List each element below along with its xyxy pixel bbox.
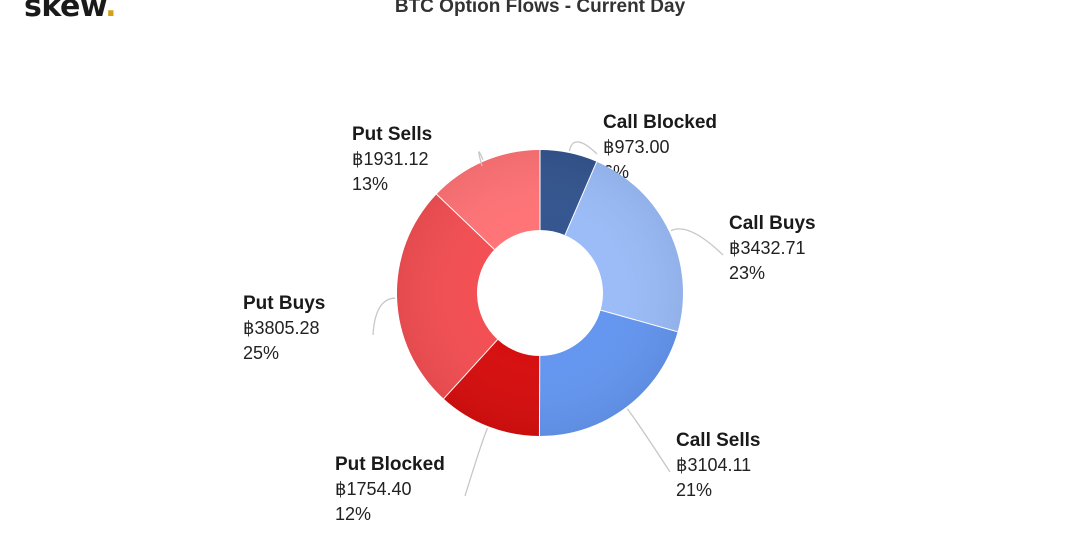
connector-put-blocked bbox=[464, 427, 488, 497]
label-percent-put-blocked: 12% bbox=[335, 504, 371, 524]
label-name-call-buys: Call Buys bbox=[729, 213, 816, 234]
slice-shading-call-buys bbox=[564, 161, 684, 332]
label-percent-put-sells: 13% bbox=[352, 174, 388, 194]
label-value-call-buys: ฿3432.71 bbox=[729, 238, 806, 258]
label-name-put-blocked: Put Blocked bbox=[335, 454, 445, 475]
slice-shading-put-blocked bbox=[443, 339, 540, 436]
skew-logo: skew. bbox=[24, 0, 117, 24]
connector-put-buys bbox=[372, 297, 396, 336]
label-percent-call-sells: 21% bbox=[676, 480, 712, 500]
label-value-put-sells: ฿1931.12 bbox=[352, 149, 429, 169]
slice-separator bbox=[436, 193, 495, 250]
label-name-call-blocked: Call Blocked bbox=[603, 112, 717, 133]
slice-shading-put-buys bbox=[397, 194, 498, 399]
label-percent-put-buys: 25% bbox=[243, 343, 279, 363]
slice-shading-call-blocked bbox=[540, 150, 597, 236]
connector-call-buys bbox=[670, 228, 724, 256]
label-value-put-blocked: ฿1754.40 bbox=[335, 479, 412, 499]
slice-separator bbox=[443, 339, 498, 400]
label-percent-call-buys: 23% bbox=[729, 263, 765, 283]
label-name-call-sells: Call Sells bbox=[676, 430, 761, 451]
label-value-call-sells: ฿3104.11 bbox=[676, 455, 751, 475]
slice-separator bbox=[600, 309, 678, 333]
slice-shading-put-sells bbox=[436, 150, 540, 250]
slice-separator bbox=[564, 161, 598, 236]
slice-shading-call-sells bbox=[539, 310, 678, 436]
label-value-put-buys: ฿3805.28 bbox=[243, 318, 320, 338]
label-name-put-buys: Put Buys bbox=[243, 293, 325, 314]
connector-call-blocked bbox=[568, 141, 598, 155]
label-name-put-sells: Put Sells bbox=[352, 124, 432, 145]
chart-title: BTC Option Flows - Current Day bbox=[394, 0, 686, 17]
label-value-call-blocked: ฿973.00 bbox=[603, 137, 670, 157]
connector-put-sells bbox=[478, 151, 484, 167]
connector-call-sells bbox=[626, 408, 671, 473]
